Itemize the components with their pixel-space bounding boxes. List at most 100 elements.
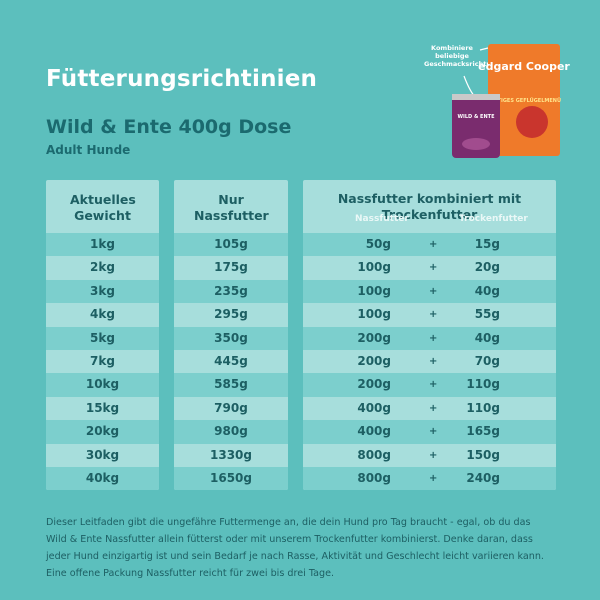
promo-note: Kombiniere beliebige Geschmacksrichtunge… (424, 44, 513, 68)
table-row: 800g +240g (303, 467, 556, 490)
table-row: 100g +40g (303, 279, 556, 304)
weight: 5kg (90, 330, 115, 345)
table-row: 790g (174, 396, 288, 421)
wet-only-amount: 585g (214, 377, 248, 392)
weight: 15kg (85, 400, 120, 415)
table-row: 400g +165g (303, 420, 556, 444)
plus-sign: + (429, 402, 438, 414)
weight: 2kg (90, 260, 115, 275)
wet-amount: 50g (365, 237, 391, 251)
product-image: edgard Cooper SATTIGES GEFLÜGELMENÜ WILD… (452, 44, 570, 158)
table-row: 200g +70g (303, 350, 556, 374)
weight-column: Aktuelles Gewicht 1kg 2kg 3kg 4kg 5kg 7kg 10kg… (46, 180, 159, 490)
plus-sign: + (429, 473, 438, 484)
can-rim (452, 94, 500, 100)
table-row: 200g +110g (303, 373, 556, 397)
footer-text: Dieser Leitfaden gibt die ungefähre Futt… (46, 514, 566, 582)
plus-sign: + (429, 332, 438, 344)
table-row: 200g +40g (303, 326, 556, 350)
table-row: 800g +150g (303, 443, 556, 467)
wet-only-amount: 105g (214, 237, 248, 251)
dry-amount: 240g (466, 471, 500, 485)
table-row: 175g (174, 256, 288, 280)
wet-only-amount: 295g (214, 307, 248, 322)
can-label: WILD & ENTE (458, 114, 496, 120)
wet-amount: 200g (357, 354, 391, 368)
table-row: 30kg (46, 443, 159, 467)
weight: 4kg (90, 307, 115, 322)
table-row: 7kg (46, 350, 159, 374)
title: Fütterungsrichtinien (46, 66, 318, 92)
column-subheader: Trockenfutter (459, 214, 528, 224)
table-row: 400g +110g (303, 396, 556, 421)
dry-amount: 40g (474, 283, 500, 298)
weight: 7kg (90, 354, 115, 368)
column-subheader: Nassfutter (355, 214, 409, 224)
table-row: 50g +15g (303, 233, 556, 257)
footer-line: Dieser Leitfaden gibt die ungefähre Futt… (46, 517, 531, 528)
column-header: Nur Nassfutter (194, 192, 269, 223)
weight: 3kg (90, 283, 115, 298)
weight: 20kg (85, 424, 120, 439)
wet-amount: 800g (357, 447, 391, 462)
wet-only-amount: 1650g (210, 471, 252, 485)
product-name: Wild & Ente 400g Dose (46, 116, 292, 138)
wet-only-amount: 1330g (210, 447, 252, 462)
dry-amount: 150g (466, 447, 500, 462)
table-row: 2kg (46, 256, 159, 280)
arrow (479, 47, 489, 51)
table-row: 20kg (46, 420, 159, 444)
plus-sign: + (429, 239, 438, 250)
wet-only-amount: 235g (214, 283, 248, 298)
footer-line: Wild & Ente Nassfutter allein fütterst o… (46, 534, 533, 545)
footer-line: jeder Hund einzigartig ist und sein Beda… (46, 551, 544, 562)
plus-sign: + (429, 356, 438, 367)
dry-amount: 165g (466, 424, 500, 439)
dry-amount: 110g (466, 400, 500, 415)
plus-sign: + (429, 449, 438, 461)
plus-sign: + (429, 426, 438, 438)
table-row: 5kg (46, 326, 159, 350)
plus-sign: + (429, 379, 438, 391)
wet-only-amount: 980g (214, 424, 248, 439)
dry-amount: 15g (474, 237, 500, 251)
wet-amount: 400g (357, 424, 391, 439)
dry-amount: 110g (466, 377, 500, 392)
wet-amount: 400g (357, 400, 391, 415)
wet-amount: 200g (357, 377, 391, 392)
column-header: Nassfutter kombiniert mit Trockenfutter (337, 191, 522, 222)
weight: 40kg (85, 471, 120, 485)
wet-amount: 100g (357, 307, 391, 322)
wet-amount: 800g (357, 471, 391, 485)
table-row: 1650g (174, 467, 288, 490)
table-row: 105g (174, 233, 288, 257)
weight: 1kg (90, 237, 115, 251)
table-row: 1kg (46, 233, 159, 257)
audience: Adult Hunde (46, 143, 131, 157)
dry-amount: 70g (474, 354, 500, 368)
wet-only-amount: 175g (214, 260, 248, 275)
combined-column: Nassfutter kombiniert mit Trockenfutter … (303, 180, 556, 490)
can-illustration (462, 138, 490, 150)
bag-illustration (516, 106, 548, 138)
table-row: 235g (174, 279, 288, 304)
table-row: 350g (174, 326, 288, 350)
plus-sign: + (429, 285, 438, 297)
weight: 10kg (85, 377, 120, 392)
table-row: 40kg (46, 467, 159, 490)
plus-sign: + (429, 262, 438, 274)
footer-line: Eine offene Packung Nassfutter reicht fü… (46, 568, 335, 579)
table-row: 585g (174, 373, 288, 397)
plus-sign: + (429, 309, 438, 321)
table-row: 1330g (174, 443, 288, 467)
table-row: 100g +20g (303, 256, 556, 280)
table-row: 100g +55g (303, 303, 556, 327)
bag-brand: edgard Cooper (478, 60, 570, 73)
wet-amount: 200g (357, 330, 391, 345)
table-row: 4kg (46, 303, 159, 327)
wet-amount: 100g (357, 260, 391, 275)
bag-label: SATTIGES GEFLÜGELMENÜ (487, 97, 561, 104)
table-row: 295g (174, 303, 288, 327)
table-row: 445g (174, 350, 288, 374)
column-header: Aktuelles Gewicht (70, 192, 136, 223)
